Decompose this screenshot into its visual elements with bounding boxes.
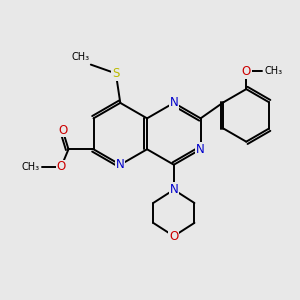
Text: N: N xyxy=(116,158,125,171)
Text: S: S xyxy=(112,67,120,80)
Text: O: O xyxy=(56,160,66,173)
Text: CH₃: CH₃ xyxy=(265,67,283,76)
Text: O: O xyxy=(169,230,178,243)
Text: N: N xyxy=(169,183,178,196)
Text: N: N xyxy=(196,143,205,156)
Text: CH₃: CH₃ xyxy=(71,52,89,62)
Text: O: O xyxy=(242,65,251,78)
Text: CH₃: CH₃ xyxy=(22,162,40,172)
Text: O: O xyxy=(58,124,67,136)
Text: N: N xyxy=(169,96,178,110)
